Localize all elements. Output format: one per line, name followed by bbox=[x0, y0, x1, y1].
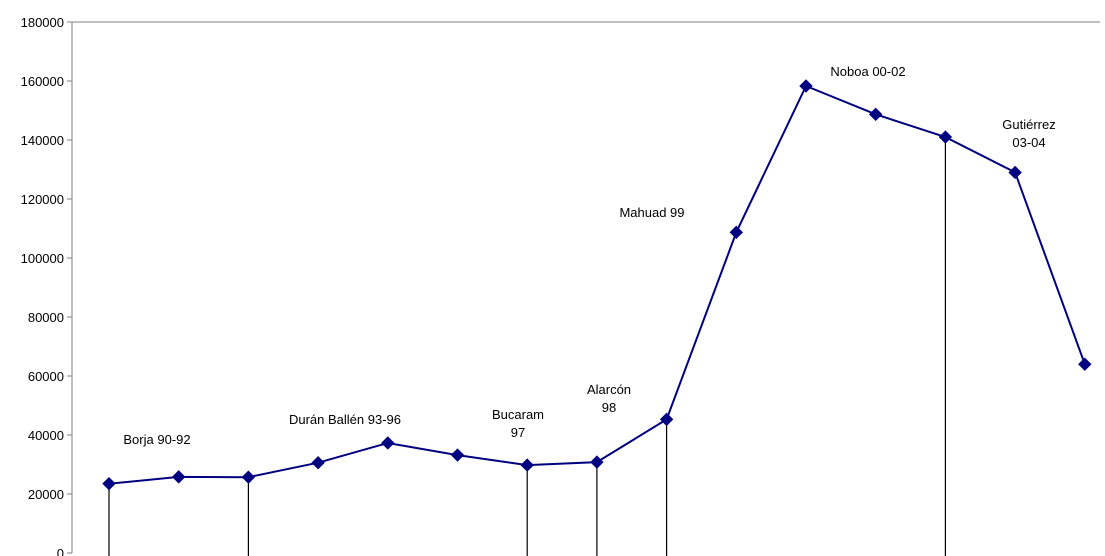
annotation-label: Gutiérrez 03-04 bbox=[1002, 117, 1055, 150]
drop-lines bbox=[108, 137, 947, 556]
data-point bbox=[450, 448, 465, 462]
annotation-label: Borja 90-92 bbox=[123, 432, 190, 447]
data-point bbox=[590, 455, 604, 469]
annotation-label: Noboa 00-02 bbox=[830, 64, 905, 79]
y-tick-label: 160000 bbox=[21, 74, 64, 89]
y-tick-label: 80000 bbox=[28, 310, 64, 325]
y-tick-label: 60000 bbox=[28, 369, 64, 384]
annotation-label: Alarcón 98 bbox=[587, 382, 631, 415]
data-point bbox=[381, 436, 395, 450]
data-point bbox=[1078, 357, 1092, 371]
y-tick-label: 40000 bbox=[28, 428, 64, 443]
annotation-label: Bucaram 97 bbox=[492, 407, 544, 440]
y-tick-label: 100000 bbox=[21, 251, 64, 266]
y-tick-label: 20000 bbox=[28, 487, 64, 502]
data-point bbox=[938, 130, 953, 144]
data-point bbox=[729, 225, 744, 240]
data-point bbox=[1008, 165, 1022, 180]
data-point bbox=[799, 79, 813, 93]
y-tick-label: 180000 bbox=[21, 15, 64, 30]
annotations: Borja 90-92 Durán Ballén 93-96 Bucaram 97 Al… bbox=[123, 64, 1055, 447]
y-tick-label: 140000 bbox=[21, 133, 64, 148]
data-point bbox=[241, 470, 256, 484]
series-line bbox=[108, 84, 1086, 485]
y-tick-label: 120000 bbox=[21, 192, 64, 207]
annotation-label: Durán Ballén 93-96 bbox=[289, 412, 401, 427]
annotation-label: Mahuad 99 bbox=[619, 205, 684, 220]
y-tick-label: 0 bbox=[57, 546, 64, 556]
data-point bbox=[102, 476, 116, 491]
data-point bbox=[311, 456, 325, 470]
data-point bbox=[868, 107, 883, 122]
data-point bbox=[520, 458, 534, 472]
data-point bbox=[659, 412, 674, 427]
series-layer bbox=[102, 79, 1092, 491]
y-axis: 0 20000 40000 60000 80000 100000 120000 140000 1… bbox=[21, 15, 1100, 556]
data-point bbox=[171, 470, 186, 484]
